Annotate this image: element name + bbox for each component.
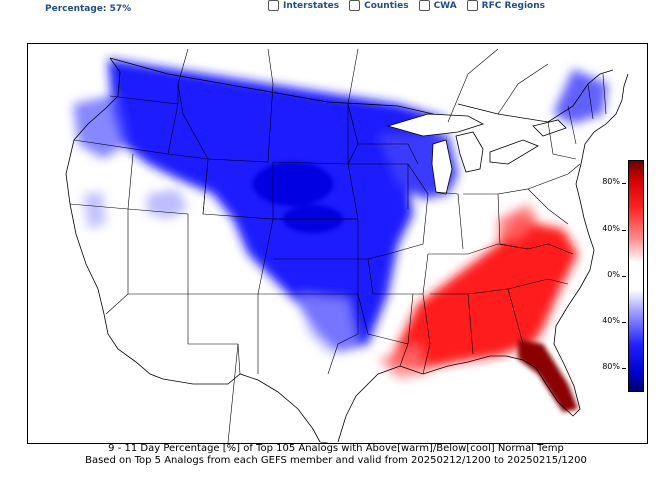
us-map	[65, 48, 629, 443]
rfc-regions-toggle[interactable]: RFC Regions	[466, 0, 545, 11]
cwa-checkbox[interactable]	[418, 0, 430, 11]
map-frame[interactable]	[27, 43, 648, 444]
warm-core	[518, 339, 578, 412]
state-borders	[69, 73, 607, 375]
caption-line-1: 9 - 11 Day Percentage [%] of Top 105 Ana…	[108, 443, 564, 454]
colorbar	[628, 160, 644, 392]
colorbar-tick-warm-40: 40%	[580, 224, 626, 233]
counties-label: Counties	[364, 0, 409, 11]
great-lakes	[386, 113, 567, 195]
colorbar-tick-cool-40: 40%	[580, 316, 626, 325]
colorbar-tick-cool-80: 80%	[580, 362, 626, 371]
colorbar-tick-zero: 0%	[580, 270, 626, 279]
counties-toggle[interactable]: Counties	[349, 0, 409, 11]
counties-checkbox[interactable]	[349, 0, 361, 11]
percentage-readout: Percentage: 57%	[45, 4, 132, 14]
colorbar-tick-warm-80: 80%	[580, 177, 626, 186]
rfc-regions-label: RFC Regions	[481, 0, 545, 11]
rfc-regions-checkbox[interactable]	[466, 0, 478, 11]
warm-anomaly-field	[378, 204, 578, 379]
cwa-toggle[interactable]: CWA	[418, 0, 457, 11]
overlay-toggles: Interstates Counties CWA RFC Regions	[268, 0, 545, 11]
interstates-checkbox[interactable]	[268, 0, 279, 11]
interstates-toggle[interactable]: Interstates	[268, 0, 339, 11]
caption-line-2: Based on Top 5 Analogs from each GEFS me…	[85, 455, 587, 466]
cwa-label: CWA	[433, 0, 457, 11]
international-borders	[177, 48, 549, 443]
interstates-label: Interstates	[283, 0, 340, 11]
